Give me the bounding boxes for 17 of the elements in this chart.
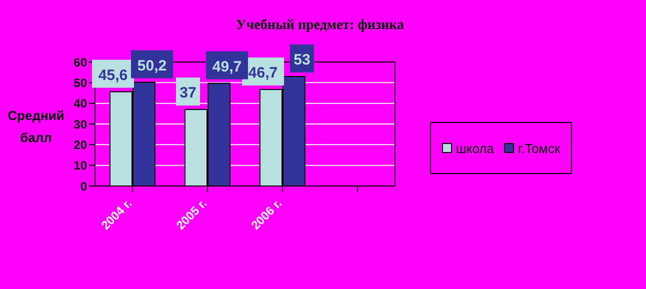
legend-label: г.Томск (516, 140, 560, 156)
data-label: 49,7 (212, 58, 242, 76)
y-axis-title: Средний балл (6, 107, 66, 147)
y-tick-label: 0 (80, 179, 88, 194)
y-tick-label: 50 (74, 76, 88, 90)
y-tick-label: 10 (74, 158, 88, 173)
y-tick-label: 20 (74, 138, 88, 152)
chart-title: Учебный предмет: физика (235, 18, 405, 34)
data-label: 37 (180, 84, 196, 102)
data-label: 50,2 (137, 57, 167, 74)
y-tick-label: 30 (74, 117, 88, 132)
y-tick-label: 60 (74, 55, 88, 70)
y-tick-label: 40 (74, 96, 88, 111)
legend-label: школа (454, 140, 494, 156)
data-label: 53 (294, 51, 310, 68)
data-label: 45,6 (98, 66, 128, 84)
data-label: 46,7 (248, 64, 278, 82)
